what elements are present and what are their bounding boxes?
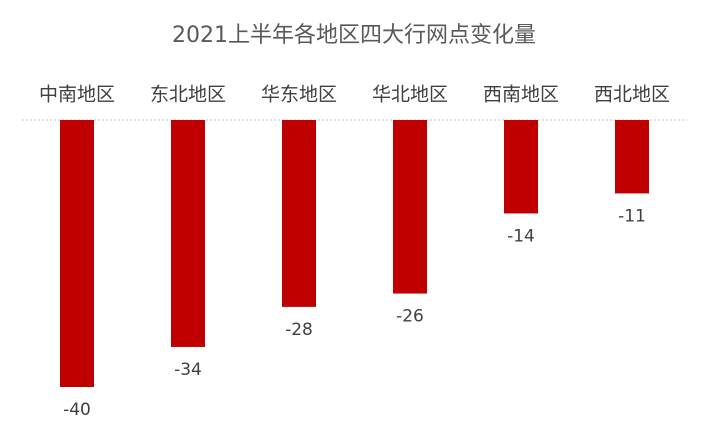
bar: [504, 120, 538, 214]
value-label: -11: [618, 206, 646, 226]
category-label: 中南地区: [39, 84, 115, 106]
value-label: -40: [63, 400, 91, 420]
category-label: 华东地区: [261, 84, 337, 106]
value-label: -28: [285, 320, 313, 340]
category-label: 东北地区: [150, 84, 226, 106]
bar: [171, 120, 205, 347]
category-label: 西北地区: [594, 84, 670, 106]
value-label: -26: [396, 307, 424, 327]
value-label: -34: [174, 360, 202, 380]
category-label: 华北地区: [372, 84, 448, 106]
chart-title: 2021上半年各地区四大行网点变化量: [172, 23, 536, 48]
bar: [615, 120, 649, 194]
value-label: -14: [507, 226, 535, 246]
bar: [393, 120, 427, 294]
bar: [60, 120, 94, 387]
category-label: 西南地区: [483, 84, 559, 106]
bar: [282, 120, 316, 307]
